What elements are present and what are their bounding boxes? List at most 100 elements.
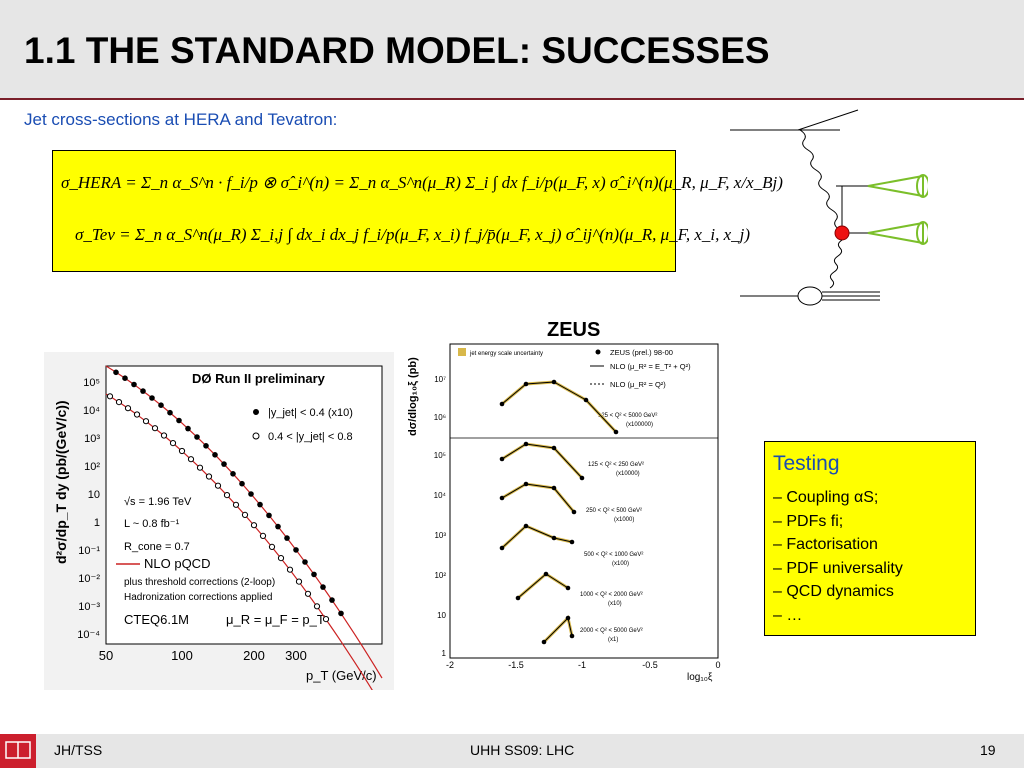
data-point-central (329, 597, 335, 603)
d0-xtick-labels: 50 100 200 300 (99, 648, 307, 663)
zeus-data-point (579, 475, 585, 481)
data-point-forward (178, 447, 186, 455)
d0-xtick-label: 300 (285, 648, 307, 663)
d0-xtick-label: 100 (171, 648, 193, 663)
zeus-nlo-curve (501, 525, 573, 549)
zeus-nlo-curve (501, 483, 575, 513)
zeus-data-point (551, 445, 557, 451)
data-point-central (275, 523, 281, 530)
zeus-ytick-label: 10 (437, 611, 446, 620)
d0-ytick-label: 10 (88, 489, 100, 501)
legend-nlo2: NLO (μ_R² = Q²) (610, 380, 666, 389)
data-point-central (302, 559, 308, 565)
data-point-forward (205, 473, 213, 480)
zeus-data-point (499, 456, 505, 462)
zeus-bin-label: 2000 < Q² < 5000 GeV² (580, 628, 643, 634)
zeus-ylabel: dσ/dlog₁₀ξ (pb) (407, 357, 419, 436)
d0-ytick-labels: 10⁵ 10⁴ 10³ 10² 10 1 10⁻¹ 10⁻² 10⁻³ 10⁻⁴ (77, 377, 100, 641)
zeus-data-point (565, 615, 571, 621)
legend-data-marker (595, 349, 601, 355)
data-point-central (167, 409, 173, 416)
data-point-central (248, 491, 254, 497)
zeus-ytick-label: 1 (442, 649, 447, 658)
zeus-data-point (523, 381, 529, 387)
zeus-bin-labels: 125 < Q² < 5000 GeV² (x100000) 125 < Q² < … (580, 413, 657, 643)
footer-course: UHH SS09: LHC (470, 742, 575, 758)
d0-ytick-label: 10⁻² (78, 573, 100, 585)
zeus-data-point (523, 481, 529, 487)
data-point-central (131, 381, 137, 388)
zeus-ytick-label: 10³ (434, 531, 446, 540)
zeus-bin-scale: (x100) (612, 561, 629, 567)
footer-page-number: 19 (980, 742, 996, 758)
legend-open-marker (252, 432, 260, 440)
data-point-central (185, 425, 191, 432)
formula-hera: σ_HERA = Σ_n α_S^n · f_i/p ⊗ σ̂_i^(n) = … (61, 173, 783, 192)
d0-ytick-label: 10⁻³ (78, 601, 100, 613)
zeus-xtick-label: -2 (446, 660, 454, 670)
data-point-central (203, 443, 209, 449)
data-point-forward (259, 532, 267, 539)
data-point-central (266, 512, 272, 519)
zeus-data-point (523, 523, 529, 529)
d0-ytick-label: 10⁻¹ (78, 545, 100, 557)
info-pdf: CTEQ6.1M (124, 612, 189, 627)
jet-cone-lower (867, 221, 924, 245)
data-point-forward (250, 522, 258, 529)
header-rule (0, 98, 1024, 100)
zeus-ytick-label: 10⁶ (434, 413, 446, 422)
data-point-forward (322, 616, 330, 623)
data-point-forward (187, 456, 195, 463)
data-point-forward (133, 411, 141, 418)
data-point-central (320, 584, 326, 590)
data-point-central (140, 388, 146, 394)
data-point-central (284, 535, 290, 541)
uhh-logo (0, 734, 36, 768)
data-point-forward (151, 425, 159, 432)
data-point-central (122, 375, 128, 381)
testing-item: – QCD dynamics (773, 583, 894, 600)
data-point-forward (142, 418, 150, 425)
data-point-central (194, 434, 200, 440)
d0-ytick-label: 10² (84, 461, 100, 473)
info-sqrt-s: √s = 1.96 TeV (124, 496, 192, 508)
zeus-bin-scale: (x10000) (616, 471, 640, 477)
zeus-bin-label: 125 < Q² < 5000 GeV² (598, 413, 657, 419)
info-rcone: R_cone = 0.7 (124, 541, 190, 553)
testing-item: – Factorisation (773, 536, 878, 553)
info-corr2: Hadronization corrections applied (124, 592, 272, 603)
legend-band: jet energy scale uncertainty (469, 351, 543, 357)
electron-line-out (797, 109, 859, 131)
testing-item: – Coupling αS; (773, 489, 879, 506)
d0-xtick-label: 50 (99, 648, 113, 663)
zeus-data-point (613, 429, 619, 435)
slide-footer: JH/TSS UHH SS09: LHC 19 (0, 734, 1024, 768)
zeus-xtick-label: 0 (715, 660, 720, 670)
testing-item: – … (773, 606, 803, 624)
d0-ytick-label: 10⁴ (83, 405, 100, 417)
data-point-forward (304, 590, 312, 597)
testing-box: Testing – Coupling αS; – PDFs fi; – Fact… (764, 441, 976, 636)
zeus-nlo-curve (501, 443, 583, 479)
zeus-bin-label: 125 < Q² < 250 GeV² (588, 462, 644, 468)
d0-curves (105, 365, 383, 707)
legend-nlo1: NLO (μ_R² = E_T² + Q²) (610, 362, 691, 371)
data-point-forward (196, 464, 204, 471)
legend-band-swatch (458, 348, 466, 356)
zeus-data-point (499, 545, 505, 551)
zeus-bin-label: 1000 < Q² < 2000 GeV² (580, 592, 643, 598)
zeus-xtick-label: -0.5 (642, 660, 658, 670)
testing-title: Testing (773, 452, 840, 475)
d0-ytick-label: 10⁵ (83, 377, 100, 389)
zeus-data-point (565, 585, 571, 591)
data-point-forward (277, 555, 285, 562)
interaction-vertex (834, 225, 850, 241)
jet-ellipse-upper (916, 174, 928, 198)
info-luminosity: L ~ 0.8 fb⁻¹ (124, 518, 180, 530)
slide-header: 1.1 THE STANDARD MODEL: SUCCESSES (0, 0, 1024, 98)
testing-item: – PDFs fi; (773, 512, 844, 530)
formula-box: σ_HERA = Σ_n α_S^n · f_i/p ⊗ σ̂_i^(n) = … (52, 150, 783, 272)
data-point-forward (115, 399, 123, 406)
data-point-central (176, 417, 182, 424)
data-point-forward (106, 393, 114, 400)
